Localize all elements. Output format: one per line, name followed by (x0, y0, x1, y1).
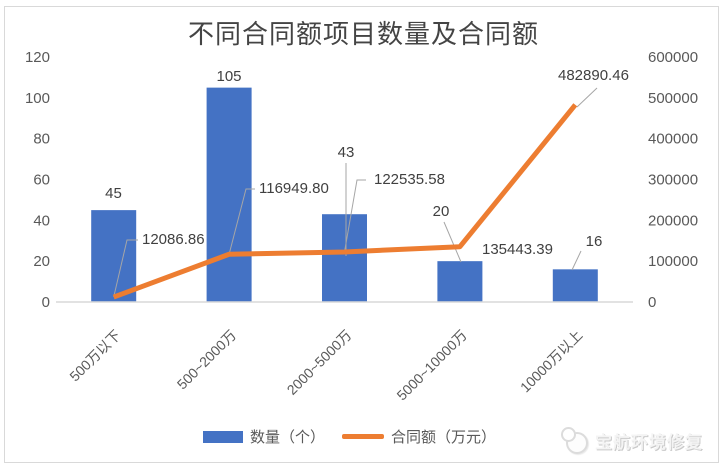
x-category-label-2: 2000~5000万 (284, 327, 355, 398)
left-axis-tick-0: 120 (25, 49, 50, 66)
left-axis-tick-4: 40 (33, 212, 50, 229)
bar-value-label-4: 16 (586, 233, 603, 250)
right-axis-tick-5: 100000 (648, 253, 698, 270)
right-axis-tick-0: 600000 (648, 49, 698, 66)
x-category-label-1: 500~2000万 (174, 327, 240, 393)
right-axis-tick-2: 400000 (648, 131, 698, 148)
line-value-label-4: 482890.46 (558, 67, 629, 84)
label-leader-line-3 (576, 87, 598, 108)
label-leader-line-2 (344, 179, 366, 253)
line-value-label-1: 116949.80 (259, 180, 329, 197)
baohang-logo-icon (559, 427, 589, 454)
left-axis-tick-5: 20 (33, 253, 50, 270)
x-category-label-0: 500万以下 (66, 327, 124, 385)
bar-category-0 (91, 210, 137, 302)
x-category-label-3: 5000~10000万 (393, 327, 470, 404)
bar-category-2 (322, 214, 367, 302)
bar-value-label-1: 105 (216, 68, 241, 85)
label-leader-line-5 (443, 221, 462, 263)
bar-category-4 (552, 269, 598, 302)
right-axis-tick-6: 0 (648, 294, 656, 311)
label-leader-line-6 (571, 250, 582, 271)
left-axis-tick-6: 0 (42, 294, 50, 311)
legend-label-contract-amount: 合同额（万元） (391, 429, 497, 446)
legend-label-count: 数量（个） (250, 429, 326, 446)
left-axis-tick-1: 100 (25, 90, 50, 107)
watermark-text: 宝航环境修复 (595, 432, 703, 452)
left-axis-tick-3: 60 (33, 172, 50, 189)
line-value-label-2: 122535.58 (374, 171, 445, 188)
line-series-swatch (342, 434, 385, 439)
legend: 数量（个） 合同额（万元） (203, 426, 496, 447)
label-leader-line-1 (228, 188, 255, 255)
legend-item-contract-amount: 合同额（万元） (342, 426, 496, 447)
bar-value-label-0: 45 (105, 185, 122, 202)
contract-amount-line (112, 103, 578, 300)
right-axis-tick-4: 200000 (648, 212, 698, 229)
line-value-label-0: 12086.86 (142, 231, 205, 248)
label-leader-line-0 (113, 239, 138, 298)
bar-category-3 (437, 261, 483, 302)
bar-value-label-2: 43 (338, 144, 355, 161)
right-axis-tick-1: 500000 (648, 90, 698, 107)
legend-item-count: 数量（个） (203, 426, 325, 447)
chart-title: 不同合同额项目数量及合同额 (187, 19, 539, 49)
right-axis-tick-3: 300000 (648, 172, 698, 189)
bar-value-label-3: 20 (433, 203, 450, 220)
watermark: 宝航环境修复 (559, 427, 703, 454)
x-category-label-4: 10000万以上 (517, 327, 586, 396)
bar-series-swatch (203, 430, 243, 443)
line-value-label-3: 135443.39 (482, 241, 553, 258)
left-axis-tick-2: 80 (33, 131, 50, 148)
